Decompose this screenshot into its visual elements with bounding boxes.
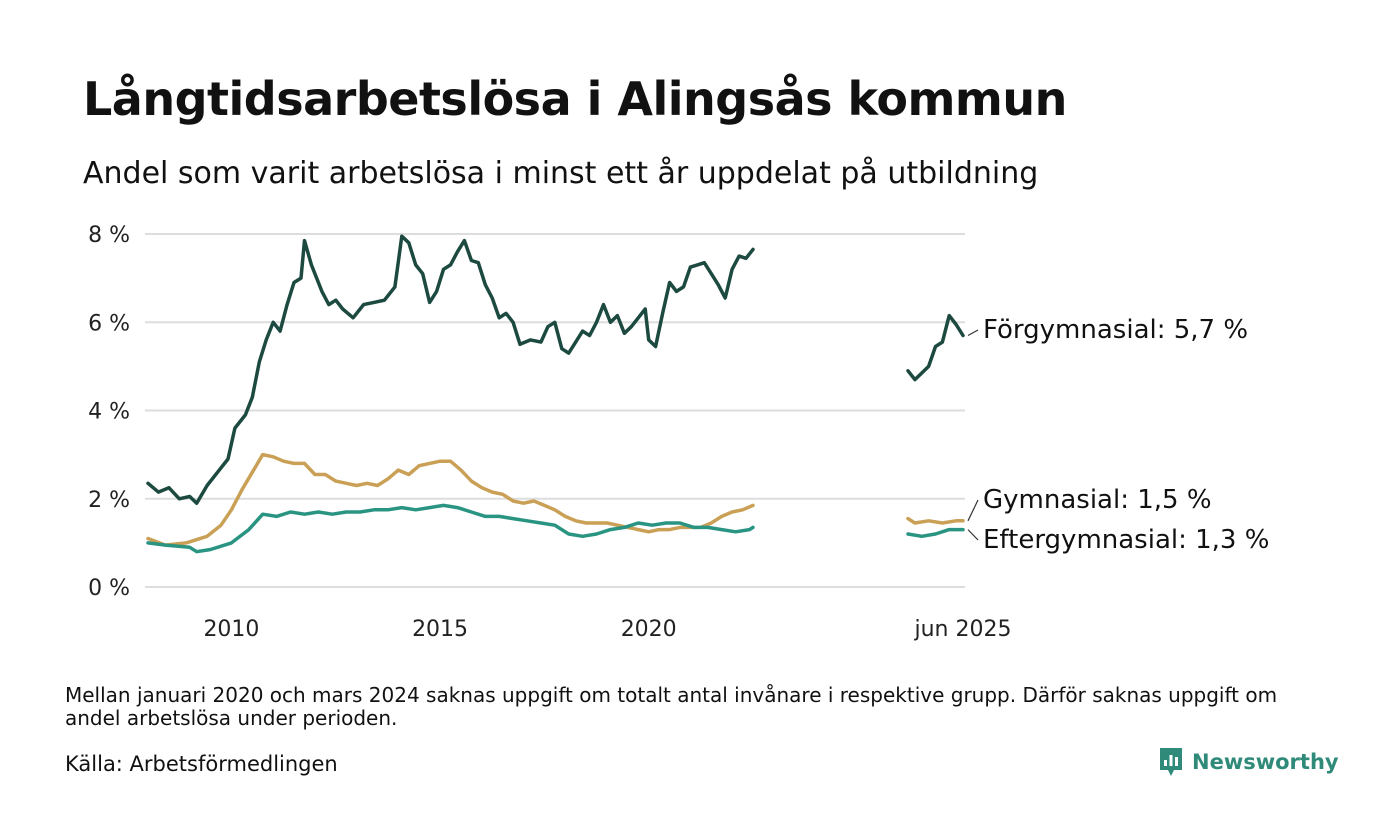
newsworthy-logo-icon	[1160, 748, 1182, 776]
label-leader	[967, 499, 979, 522]
series-line	[906, 527, 965, 539]
y-tick-label: 0 %	[88, 576, 130, 601]
label-leader	[967, 329, 979, 337]
series-end-labels: Förgymnasial: 5,7 % Gymnasial: 1,5 % Efter…	[967, 315, 1269, 555]
label-leader	[967, 529, 979, 541]
series-line	[146, 503, 755, 554]
series-line	[146, 452, 755, 547]
x-axis-labels: 2010 2015 2020 jun 2025	[203, 617, 1011, 642]
series-eftergymnasial	[146, 503, 965, 554]
series-end-label: Gymnasial: 1,5 %	[983, 485, 1212, 515]
chart-title: Långtidsarbetslösa i Alingsås kommun	[83, 72, 1067, 126]
series-line	[906, 313, 965, 382]
series-line	[906, 516, 965, 525]
x-tick-label: 2015	[412, 617, 468, 642]
y-tick-label: 6 %	[88, 311, 130, 336]
series-lines	[146, 234, 965, 554]
y-axis-labels: 0 % 2 % 4 % 6 % 8 %	[88, 223, 130, 601]
x-tick-label: jun 2025	[914, 617, 1012, 642]
series-line	[146, 234, 755, 505]
y-tick-label: 8 %	[88, 223, 130, 248]
footnote: Mellan januari 2020 och mars 2024 saknas…	[65, 683, 1278, 730]
series-end-label: Förgymnasial: 5,7 %	[983, 315, 1248, 345]
brand-name: Newsworthy	[1192, 750, 1339, 774]
chart-subtitle: Andel som varit arbetslösa i minst ett å…	[83, 156, 1039, 191]
brand-logo[interactable]: Newsworthy	[1158, 746, 1339, 778]
gridlines	[145, 233, 965, 588]
series-förgymnasial	[146, 234, 965, 505]
x-tick-label: 2020	[621, 617, 677, 642]
series-gymnasial	[146, 452, 965, 547]
y-tick-label: 4 %	[88, 400, 130, 425]
line-chart: 0 % 2 % 4 % 6 % 8 % 2010 2015 2020 jun 2025 För…	[88, 223, 1269, 642]
source-credit: Källa: Arbetsförmedlingen	[65, 752, 338, 776]
x-tick-label: 2010	[203, 617, 259, 642]
series-end-label: Eftergymnasial: 1,3 %	[983, 525, 1269, 555]
y-tick-label: 2 %	[88, 488, 130, 513]
